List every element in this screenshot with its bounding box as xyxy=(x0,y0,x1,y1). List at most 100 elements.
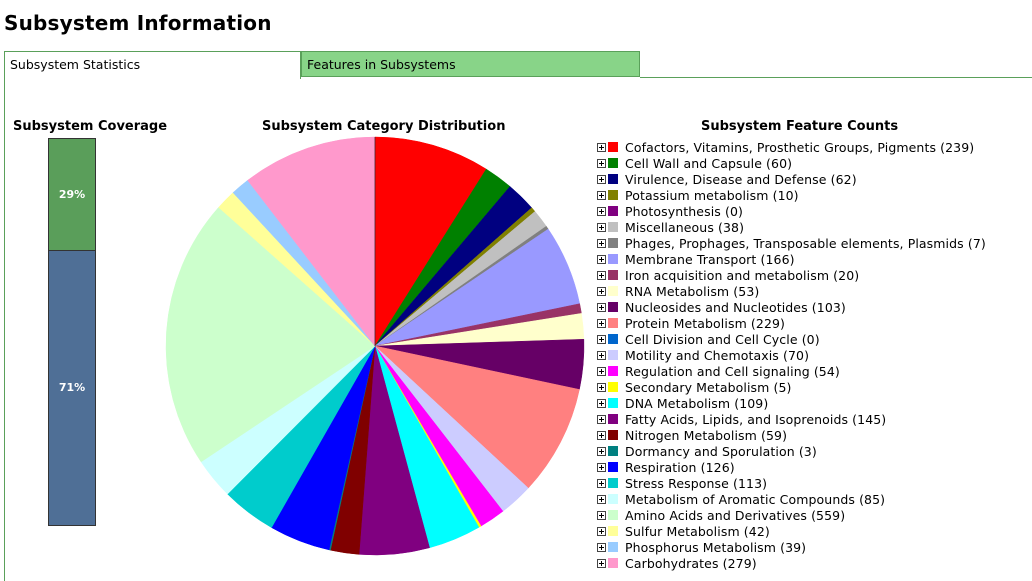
expand-plus-icon[interactable] xyxy=(597,318,606,328)
legend-swatch xyxy=(608,174,618,184)
expand-plus-icon[interactable] xyxy=(597,158,606,168)
legend-item: Carbohydrates (279) xyxy=(597,555,986,571)
expand-plus-icon[interactable] xyxy=(597,526,606,536)
legend-item: Protein Metabolism (229) xyxy=(597,315,986,331)
legend-item: Phages, Prophages, Transposable elements… xyxy=(597,235,986,251)
legend-label: Miscellaneous (38) xyxy=(625,219,745,235)
legend-swatch xyxy=(608,382,618,392)
legend-label: Respiration (126) xyxy=(625,459,735,475)
expand-plus-icon[interactable] xyxy=(597,542,606,552)
legend-label: Carbohydrates (279) xyxy=(625,555,757,571)
expand-plus-icon[interactable] xyxy=(597,446,606,456)
legend-item: Metabolism of Aromatic Compounds (85) xyxy=(597,491,986,507)
expand-plus-icon[interactable] xyxy=(597,350,606,360)
legend-swatch xyxy=(608,318,618,328)
legend-label: Potassium metabolism (10) xyxy=(625,187,799,203)
legend-label: Cofactors, Vitamins, Prosthetic Groups, … xyxy=(625,139,975,155)
coverage-not-in-subsystem-label: 71% xyxy=(58,381,86,395)
expand-plus-icon[interactable] xyxy=(597,414,606,424)
legend-item: Motility and Chemotaxis (70) xyxy=(597,347,986,363)
legend-swatch xyxy=(608,446,618,456)
legend-item: Phosphorus Metabolism (39) xyxy=(597,539,986,555)
legend-label: Protein Metabolism (229) xyxy=(625,315,786,331)
legend-item: Stress Response (113) xyxy=(597,475,986,491)
expand-plus-icon[interactable] xyxy=(597,238,606,248)
legend-item: Respiration (126) xyxy=(597,459,986,475)
expand-plus-icon[interactable] xyxy=(597,510,606,520)
tab-subsystem-statistics[interactable]: Subsystem Statistics xyxy=(4,51,301,79)
expand-plus-icon[interactable] xyxy=(597,270,606,280)
expand-plus-icon[interactable] xyxy=(597,190,606,200)
coverage-in-subsystem: 29% xyxy=(49,139,95,251)
expand-plus-icon[interactable] xyxy=(597,334,606,344)
legend-swatch xyxy=(608,462,618,472)
coverage-not-in-subsystem: 71% xyxy=(49,250,95,525)
expand-plus-icon[interactable] xyxy=(597,382,606,392)
legend-swatch xyxy=(608,414,618,424)
expand-plus-icon[interactable] xyxy=(597,558,606,568)
legend-item: Virulence, Disease and Defense (62) xyxy=(597,171,986,187)
expand-plus-icon[interactable] xyxy=(597,174,606,184)
legend-item: RNA Metabolism (53) xyxy=(597,283,986,299)
legend-swatch xyxy=(608,510,618,520)
legend-item: Iron acquisition and metabolism (20) xyxy=(597,267,986,283)
legend-swatch xyxy=(608,206,618,216)
expand-plus-icon[interactable] xyxy=(597,142,606,152)
legend-swatch xyxy=(608,238,618,248)
coverage-bar: 29% 71% xyxy=(48,138,96,526)
legend-label: Stress Response (113) xyxy=(625,475,768,491)
expand-plus-icon[interactable] xyxy=(597,494,606,504)
expand-plus-icon[interactable] xyxy=(597,302,606,312)
legend-label: Cell Wall and Capsule (60) xyxy=(625,155,793,171)
legend-label: Phosphorus Metabolism (39) xyxy=(625,539,807,555)
legend-label: Sulfur Metabolism (42) xyxy=(625,523,770,539)
expand-plus-icon[interactable] xyxy=(597,206,606,216)
expand-plus-icon[interactable] xyxy=(597,478,606,488)
legend-label: Fatty Acids, Lipids, and Isoprenoids (14… xyxy=(625,411,887,427)
legend-label: Membrane Transport (166) xyxy=(625,251,795,267)
legend-item: Secondary Metabolism (5) xyxy=(597,379,986,395)
expand-plus-icon[interactable] xyxy=(597,286,606,296)
tab-bar: Subsystem Statistics Features in Subsyst… xyxy=(0,51,1032,79)
coverage-in-subsystem-label: 29% xyxy=(58,187,86,201)
tab-features-in-subsystems[interactable]: Features in Subsystems xyxy=(301,51,640,77)
pie-slice-11 xyxy=(374,345,580,489)
pie-slice-26 xyxy=(247,136,376,347)
expand-plus-icon[interactable] xyxy=(597,462,606,472)
legend-swatch xyxy=(608,398,618,408)
legend-item: Membrane Transport (166) xyxy=(597,251,986,267)
legend-item: Photosynthesis (0) xyxy=(597,203,986,219)
legend-item: Potassium metabolism (10) xyxy=(597,187,986,203)
legend-item: Dormancy and Sporulation (3) xyxy=(597,443,986,459)
legend-swatch xyxy=(608,142,618,152)
legend-label: Photosynthesis (0) xyxy=(625,203,743,219)
pie-slice-0 xyxy=(374,136,487,347)
legend-swatch xyxy=(608,494,618,504)
legend-item: Cell Wall and Capsule (60) xyxy=(597,155,986,171)
page-title: Subsystem Information xyxy=(4,11,272,35)
legend-swatch xyxy=(608,302,618,312)
legend-swatch xyxy=(608,542,618,552)
coverage-title: Subsystem Coverage xyxy=(13,119,168,134)
legend-label: Motility and Chemotaxis (70) xyxy=(625,347,810,363)
legend-label: Regulation and Cell signaling (54) xyxy=(625,363,840,379)
legend-swatch xyxy=(608,350,618,360)
expand-plus-icon[interactable] xyxy=(597,366,606,376)
legend-item: Nitrogen Metabolism (59) xyxy=(597,427,986,443)
legend-swatch xyxy=(608,270,618,280)
feature-counts-legend: Cofactors, Vitamins, Prosthetic Groups, … xyxy=(597,139,986,571)
legend-swatch xyxy=(608,158,618,168)
legend-item: Cell Division and Cell Cycle (0) xyxy=(597,331,986,347)
expand-plus-icon[interactable] xyxy=(597,398,606,408)
legend-label: Cell Division and Cell Cycle (0) xyxy=(625,331,820,347)
expand-plus-icon[interactable] xyxy=(597,222,606,232)
legend-swatch xyxy=(608,254,618,264)
expand-plus-icon[interactable] xyxy=(597,430,606,440)
expand-plus-icon[interactable] xyxy=(597,254,606,264)
legend-item: Nucleosides and Nucleotides (103) xyxy=(597,299,986,315)
legend-label: Phages, Prophages, Transposable elements… xyxy=(625,235,986,251)
legend-label: Secondary Metabolism (5) xyxy=(625,379,792,395)
distribution-title: Subsystem Category Distribution xyxy=(262,119,506,134)
legend-label: Dormancy and Sporulation (3) xyxy=(625,443,817,459)
legend-swatch xyxy=(608,190,618,200)
